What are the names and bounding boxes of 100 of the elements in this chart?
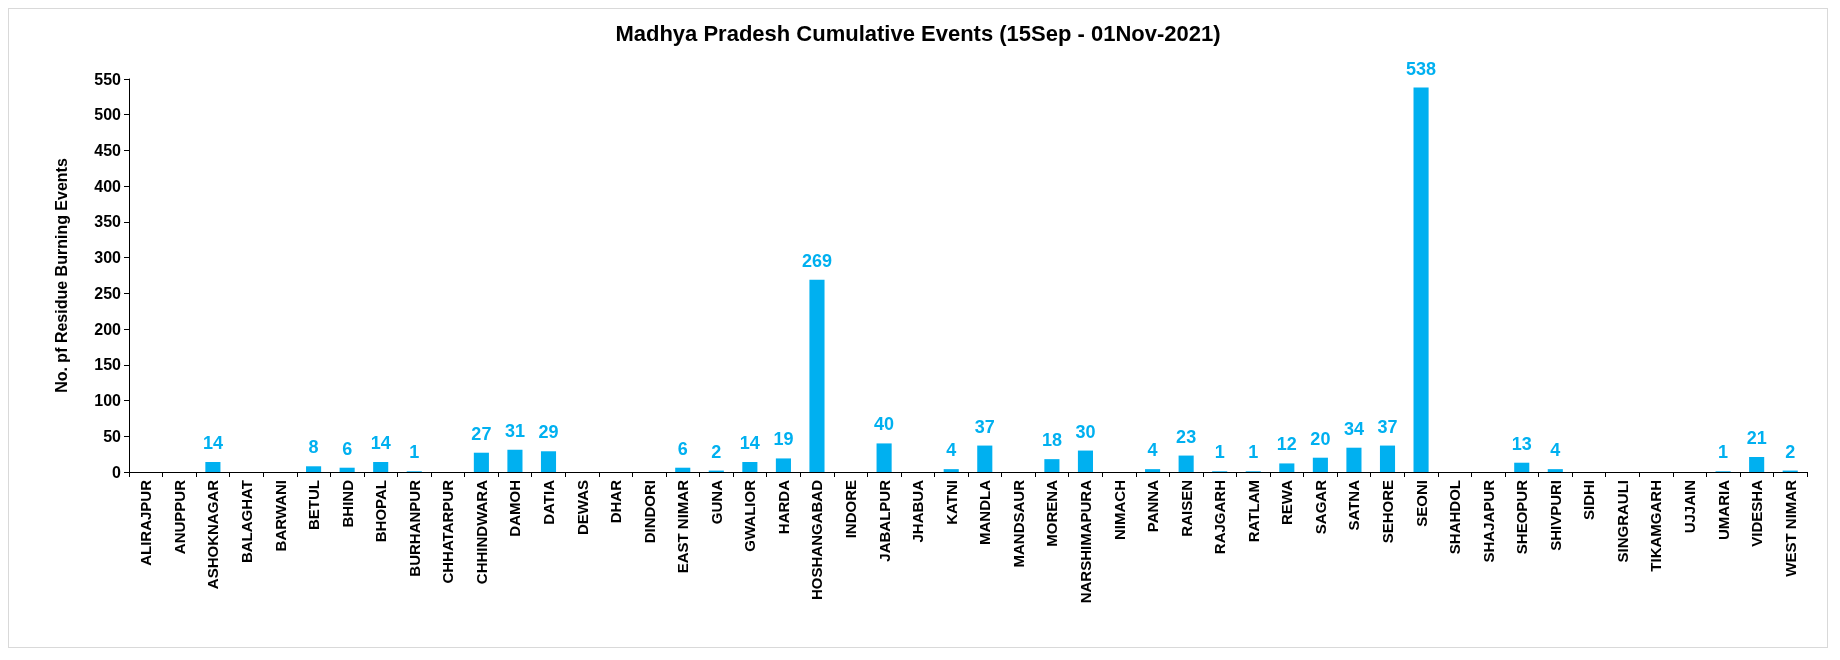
data-label: 14 — [202, 433, 223, 453]
x-tick-label: DAMOH — [506, 480, 524, 537]
bar — [373, 462, 389, 472]
data-label: 29 — [538, 422, 559, 443]
y-tick-label: 400 — [94, 177, 122, 195]
x-tick-label: BHOPAL — [372, 480, 390, 543]
x-tick-label: UJJAIN — [1681, 480, 1699, 534]
bar — [1044, 459, 1060, 472]
x-tick-label: CHHATARPUR — [439, 479, 457, 584]
bar — [306, 466, 322, 472]
y-axis-title: No. pf Residue Burning Events — [52, 158, 70, 393]
x-tick-label: SEONI — [1412, 480, 1430, 527]
bar — [205, 462, 221, 472]
data-label: 2 — [1785, 441, 1796, 462]
bar — [1379, 445, 1396, 472]
data-label: 6 — [677, 438, 688, 459]
x-tick-label: SINGRAULI — [1613, 480, 1631, 563]
x-tick-label: MORENA — [1043, 479, 1061, 547]
data-label: 37 — [974, 416, 995, 437]
x-tick-label: RATLAM — [1244, 480, 1262, 543]
x-tick-label: BALAGHAT — [237, 480, 255, 564]
data-label: 34 — [1343, 418, 1364, 439]
x-tick-label: SHAHDOL — [1446, 480, 1464, 555]
x-tick-label: DATIA — [540, 479, 557, 525]
data-label: 1 — [1718, 442, 1729, 463]
data-label: 1 — [1214, 442, 1225, 463]
x-tick-label: DEWAS — [573, 480, 591, 536]
y-tick-label: 0 — [112, 463, 122, 481]
bar — [1178, 455, 1194, 472]
x-tick-label: SEHORE — [1379, 480, 1396, 544]
x-tick-label: SIDHI — [1580, 480, 1598, 521]
bar — [507, 449, 523, 472]
x-tick-label: JABALPUR — [875, 479, 893, 562]
data-label: 19 — [773, 429, 794, 450]
x-tick-label: DHAR — [607, 479, 625, 524]
data-label: 4 — [1550, 440, 1561, 461]
y-tick-label: 300 — [94, 249, 122, 267]
x-tick-label: HARDA — [774, 479, 792, 535]
y-tick-label: 150 — [94, 356, 122, 374]
x-tick-label: EAST NIMAR — [674, 479, 692, 574]
y-tick-label: 100 — [94, 392, 122, 410]
x-tick-label: SHIVPURI — [1546, 480, 1564, 551]
y-tick-label: 350 — [94, 213, 122, 231]
bar — [1413, 87, 1429, 472]
data-label: 40 — [874, 414, 895, 435]
data-label: 14 — [370, 433, 391, 453]
y-tick-label: 550 — [94, 70, 122, 88]
data-label: 30 — [1075, 421, 1096, 442]
x-tick-label: RAJGARH — [1211, 480, 1229, 555]
x-tick-label: BARWANI — [271, 480, 289, 552]
bar — [1279, 463, 1295, 472]
bar — [809, 279, 825, 472]
bar — [339, 467, 355, 472]
x-tick-label: SHEOPUR — [1513, 479, 1531, 555]
x-tick-label: SATNA — [1345, 479, 1363, 531]
x-tick-label: WEST NIMAR — [1781, 479, 1799, 577]
chart-title: Madhya Pradesh Cumulative Events (15Sep - 01Nov-2021) — [615, 20, 1221, 46]
x-tick-label: SAGAR — [1311, 479, 1329, 535]
data-label: 4 — [1147, 440, 1158, 461]
x-tick-label: TIKAMGARH — [1647, 480, 1665, 572]
data-label: 21 — [1746, 427, 1767, 448]
data-label: 1 — [1248, 442, 1259, 463]
bar — [675, 467, 691, 472]
x-tick-label: ANUPPUR — [170, 479, 188, 555]
data-label: 269 — [801, 250, 832, 271]
data-label: 13 — [1511, 433, 1532, 454]
x-tick-label: INDORE — [842, 480, 860, 539]
data-label: 2 — [711, 441, 722, 462]
data-label: 23 — [1176, 426, 1197, 447]
x-tick-label: PANNA — [1144, 479, 1162, 533]
bar — [943, 469, 959, 472]
x-tick-label: BHIND — [338, 479, 356, 528]
bar — [540, 451, 557, 472]
x-tick-label: VIDESHA — [1748, 479, 1766, 547]
x-tick-label: CHHINDWARA — [472, 479, 490, 585]
x-tick-label: NIMACH — [1110, 480, 1128, 540]
x-tick-label: DINDORI — [640, 480, 658, 544]
bar — [876, 443, 892, 472]
x-tick-label: ALIRAJPUR — [137, 479, 155, 566]
bar — [1514, 462, 1530, 472]
y-tick-label: 250 — [94, 284, 122, 302]
data-label: 538 — [1406, 58, 1437, 79]
data-label: 27 — [471, 423, 492, 444]
x-tick-label: GUNA — [707, 479, 725, 525]
x-tick-label: BETUL — [305, 480, 323, 530]
bar — [977, 445, 993, 472]
x-tick-label: HOSHANGABAD — [808, 479, 826, 600]
data-label: 37 — [1377, 416, 1398, 437]
y-tick-label: 200 — [94, 320, 122, 338]
data-label: 20 — [1310, 428, 1331, 449]
data-label: 4 — [946, 440, 957, 461]
bar — [1346, 447, 1362, 472]
data-label: 6 — [342, 438, 353, 459]
x-tick-label: KATNI — [942, 480, 960, 525]
x-tick-label: MANDSAUR — [1009, 479, 1027, 568]
bar — [1077, 450, 1094, 472]
data-label: 8 — [308, 437, 319, 458]
bar — [1312, 457, 1328, 472]
x-tick-label: MANDLA — [976, 479, 994, 545]
bar — [742, 462, 758, 472]
